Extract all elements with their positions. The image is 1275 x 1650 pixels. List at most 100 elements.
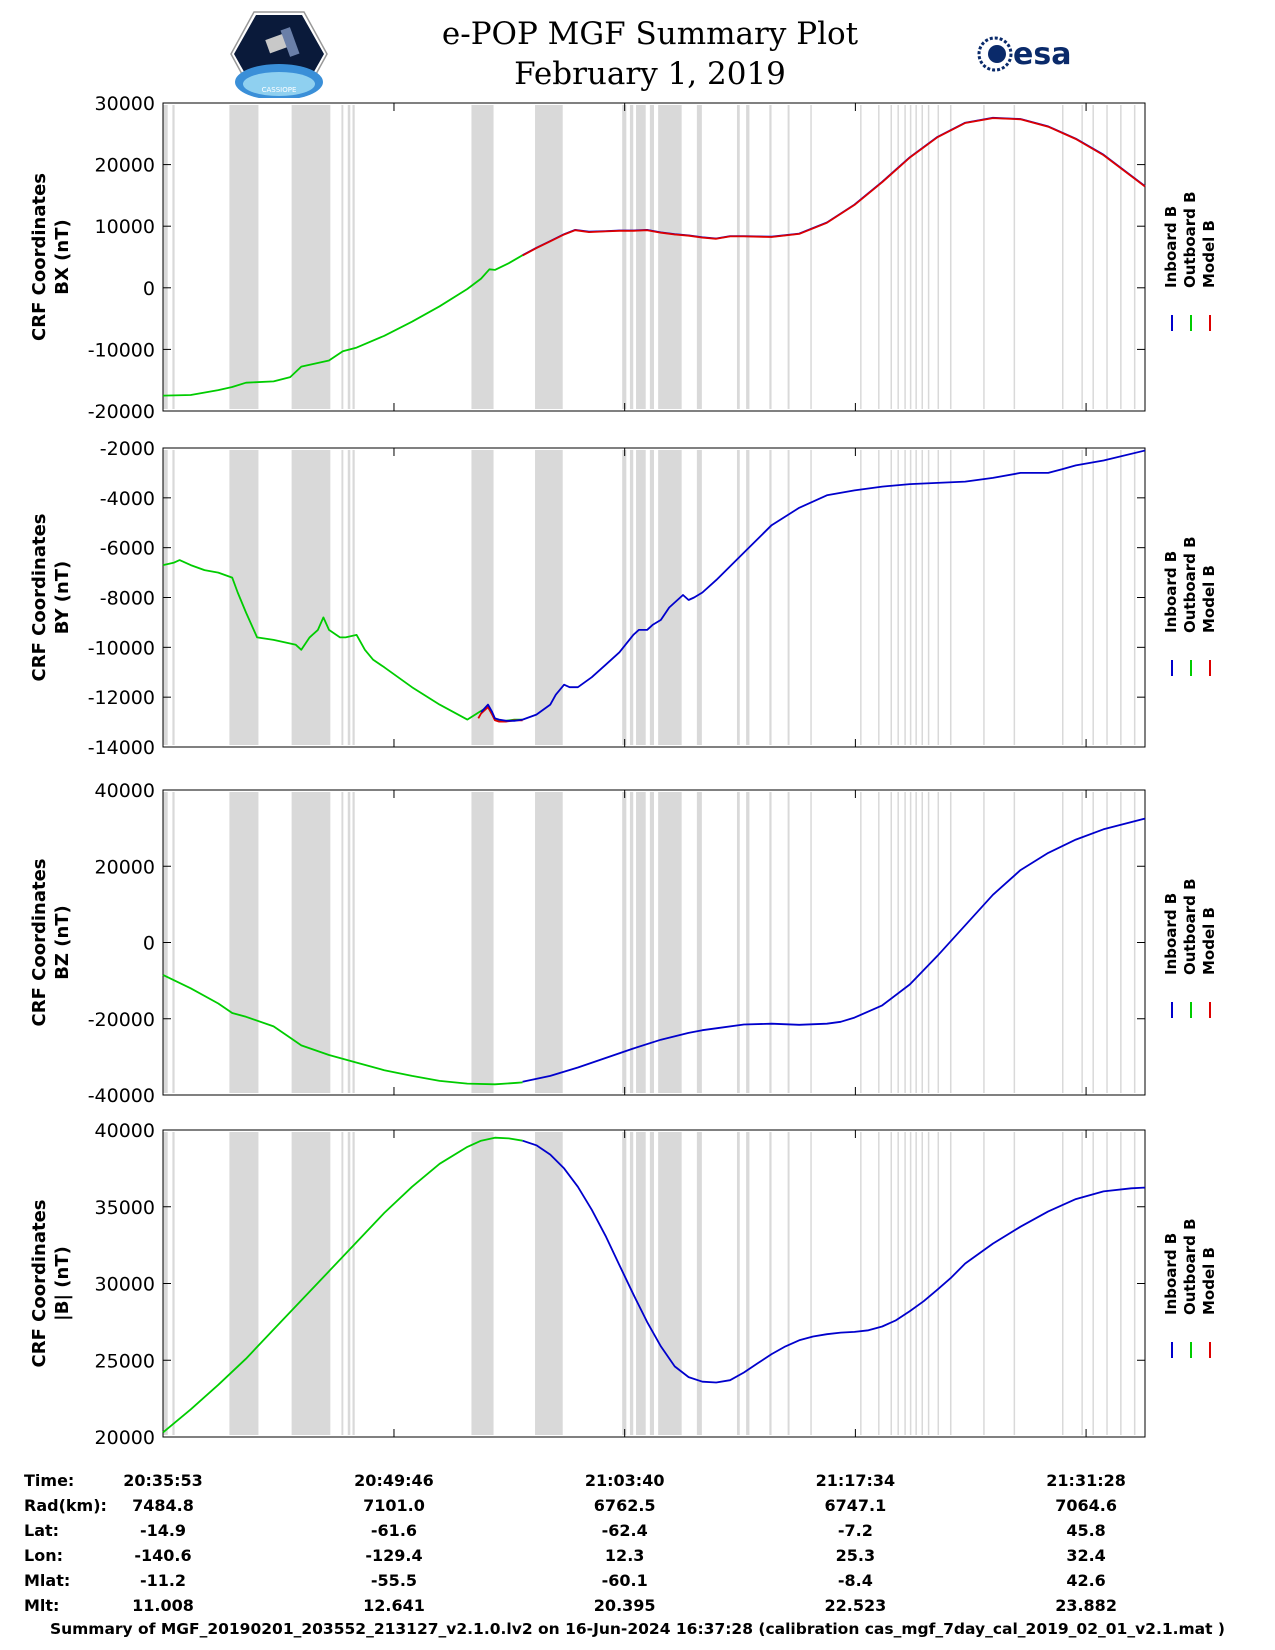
data-gap-band — [471, 1132, 494, 1435]
data-gap-band — [878, 105, 880, 409]
y-axis-label-line2: BX (nT) — [52, 219, 73, 294]
data-gap-band — [163, 105, 168, 409]
data-gap-band — [352, 450, 355, 745]
data-gap-band — [937, 450, 940, 745]
data-gap-band — [878, 1132, 880, 1435]
data-gap-band — [746, 105, 750, 409]
info-value-lon: 32.4 — [1066, 1546, 1106, 1565]
info-value-time: 21:03:40 — [584, 1471, 665, 1490]
data-gap-band — [1062, 792, 1064, 1093]
data-gap-band — [736, 1132, 740, 1435]
data-gap-band — [229, 1132, 259, 1435]
y-tick-label: 35000 — [95, 1197, 155, 1219]
data-gap-band — [1013, 792, 1016, 1093]
y-tick-label: -6000 — [100, 538, 155, 560]
y-tick-label: 20000 — [95, 1427, 155, 1449]
data-gap-band — [471, 792, 494, 1093]
y-tick-label: 20000 — [95, 856, 155, 878]
info-value-rad-km: 6747.1 — [824, 1496, 887, 1515]
info-value-time: 21:31:28 — [1046, 1471, 1126, 1490]
info-label-time: Time: — [24, 1471, 75, 1490]
y-axis-label-line2: BZ (nT) — [52, 905, 73, 980]
data-gap-band — [352, 105, 355, 409]
data-gap-band — [696, 792, 702, 1093]
data-gap-band — [696, 105, 702, 409]
info-label-mlat: Mlat: — [24, 1571, 71, 1590]
data-gap-band — [915, 792, 917, 1093]
data-gap-band — [341, 105, 344, 409]
data-gap-band — [915, 450, 917, 745]
legend-label-inboard-b: Inboard B — [1162, 551, 1180, 633]
info-value-time: 21:17:34 — [815, 1471, 896, 1490]
data-gap-band — [1106, 450, 1108, 745]
y-tick-label: 30000 — [95, 93, 155, 115]
data-gap-band — [860, 450, 862, 745]
data-gap-band — [172, 792, 175, 1093]
info-value-mlt: 22.523 — [824, 1596, 887, 1615]
data-gap-band — [535, 105, 563, 409]
data-gap-band — [915, 1132, 917, 1435]
data-gap-band — [909, 450, 912, 745]
panel-bx-nt: -20000 -10000 0 10000 20000 30000 CRF Coordina… — [29, 93, 1218, 423]
data-gap-band — [636, 450, 646, 745]
info-value-lon: 25.3 — [835, 1546, 876, 1565]
y-axis-label-line2: |B| (nT) — [52, 1246, 73, 1321]
data-gap-band — [736, 792, 740, 1093]
data-gap-band — [291, 105, 331, 409]
data-gap-band — [810, 450, 812, 745]
data-gap-band — [229, 450, 259, 745]
data-gap-band — [787, 450, 790, 745]
series-line-outboard-b — [162, 1136, 523, 1434]
data-gap-band — [787, 1132, 790, 1435]
info-value-rad-km: 7101.0 — [363, 1496, 425, 1515]
panel-by-nt: -14000 -12000 -10000 -8000 -6000 -4000 -2000 CR… — [29, 438, 1218, 759]
y-tick-label: 25000 — [95, 1350, 155, 1372]
data-gap-band — [172, 450, 175, 745]
y-tick-label: 0 — [143, 278, 155, 300]
data-gap-band — [949, 105, 952, 409]
data-gap-band — [1133, 792, 1136, 1093]
y-tick-label: -8000 — [100, 588, 155, 610]
data-gap-band — [983, 792, 985, 1093]
info-value-mlat: -8.4 — [837, 1571, 873, 1590]
data-gap-band — [1013, 105, 1016, 409]
data-gap-band — [341, 450, 344, 745]
data-gap-band — [1062, 1132, 1064, 1435]
data-gap-band — [347, 792, 351, 1093]
series-line-outboard-b — [162, 254, 524, 397]
data-gap-band — [1120, 792, 1122, 1093]
data-gap-band — [629, 105, 634, 409]
data-gap-band — [921, 450, 923, 745]
info-value-lon: 12.3 — [604, 1546, 645, 1565]
y-tick-label: 40000 — [95, 780, 155, 802]
data-gap-band — [810, 792, 812, 1093]
data-gap-band — [1106, 792, 1108, 1093]
data-gap-band — [229, 105, 259, 409]
data-gap-band — [983, 1132, 985, 1435]
info-value-mlat: -60.1 — [601, 1571, 648, 1590]
epop-mission-logo: CASSIOPE — [230, 11, 328, 98]
data-gap-band — [949, 1132, 952, 1435]
y-tick-label: -20000 — [88, 401, 155, 423]
plot-frame — [162, 102, 1146, 412]
data-gap-band — [1081, 792, 1083, 1093]
y-tick-label: -4000 — [100, 488, 155, 510]
y-tick-label: 10000 — [95, 216, 155, 238]
data-gap-band — [890, 105, 893, 409]
legend-label-outboard-b: Outboard B — [1181, 536, 1199, 633]
y-axis-label-line1: CRF Coordinates — [29, 859, 50, 1027]
legend-label-inboard-b: Inboard B — [1162, 206, 1180, 288]
info-label-lat: Lat: — [24, 1521, 60, 1540]
data-gap-band — [622, 450, 627, 745]
data-gap-band — [921, 792, 923, 1093]
data-gap-band — [890, 792, 893, 1093]
data-gap-band — [1106, 105, 1108, 409]
data-gap-band — [1013, 450, 1016, 745]
info-value-rad-km: 7064.6 — [1055, 1496, 1117, 1515]
legend-label-model-b: Model B — [1200, 565, 1218, 633]
info-value-mlt: 11.008 — [132, 1596, 194, 1615]
data-gap-band — [937, 792, 940, 1093]
data-gap-group — [163, 450, 1136, 745]
data-gap-band — [658, 450, 682, 745]
data-gap-band — [769, 792, 772, 1093]
